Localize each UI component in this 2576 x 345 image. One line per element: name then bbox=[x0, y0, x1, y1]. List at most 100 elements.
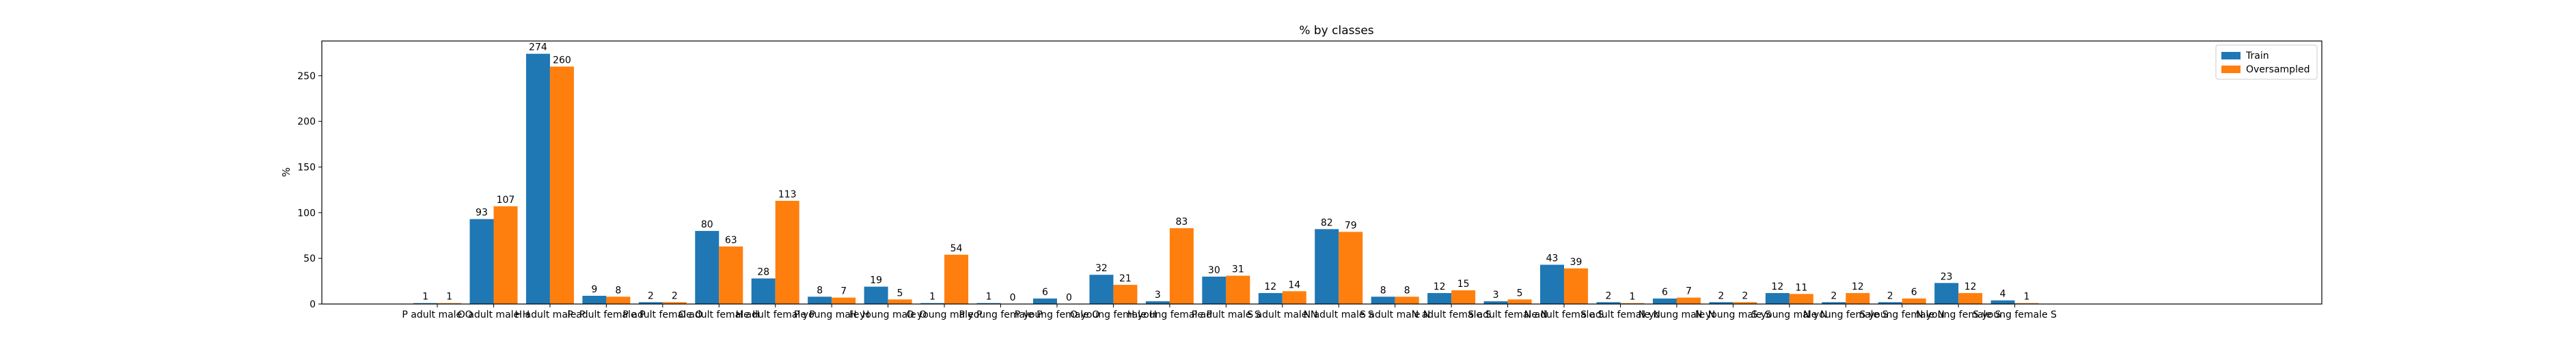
data-label-train-10: 1 bbox=[986, 292, 992, 303]
data-label-train-16: 82 bbox=[1321, 217, 1333, 228]
data-label-oversampled-28: 1 bbox=[2024, 292, 2030, 303]
data-label-oversampled-14: 31 bbox=[1232, 264, 1244, 275]
data-label-oversampled-24: 11 bbox=[1795, 282, 1807, 293]
bar-train-8 bbox=[864, 286, 888, 304]
data-label-train-8: 19 bbox=[870, 275, 882, 286]
data-label-train-4: 2 bbox=[648, 290, 654, 301]
x-tick-label-20: N adult female S bbox=[1524, 309, 1604, 320]
data-label-oversampled-17: 8 bbox=[1404, 285, 1410, 296]
x-tick-label-23: N young male S bbox=[1695, 309, 1771, 320]
data-label-oversampled-2: 260 bbox=[553, 55, 571, 66]
bar-train-4 bbox=[638, 302, 663, 304]
bar-train-23 bbox=[1709, 302, 1734, 304]
x-tick-label-2: H adult male P bbox=[515, 309, 586, 320]
data-label-oversampled-4: 2 bbox=[672, 290, 678, 301]
legend-box bbox=[2215, 44, 2318, 80]
axes-layer: P adult male OO adult male HH adult male… bbox=[297, 40, 2322, 320]
bar-oversampled-2 bbox=[549, 66, 574, 305]
bar-train-19 bbox=[1483, 301, 1508, 304]
data-label-train-6: 28 bbox=[757, 267, 769, 278]
bar-oversampled-28 bbox=[2014, 303, 2039, 304]
data-label-oversampled-26: 6 bbox=[1911, 287, 1917, 298]
data-label-oversampled-16: 79 bbox=[1345, 220, 1357, 231]
data-label-oversampled-20: 39 bbox=[1570, 257, 1582, 268]
bar-train-0 bbox=[413, 303, 438, 304]
data-label-train-23: 2 bbox=[1718, 290, 1724, 301]
bar-oversampled-27 bbox=[1958, 292, 1983, 304]
bar-train-17 bbox=[1371, 296, 1395, 304]
x-tick-label-12: O young female H bbox=[1070, 309, 1157, 320]
data-label-train-21: 2 bbox=[1606, 290, 1612, 301]
data-label-oversampled-8: 5 bbox=[897, 288, 903, 299]
bar-oversampled-5 bbox=[719, 246, 743, 304]
bar-train-9 bbox=[920, 303, 945, 304]
x-tick-label-3: P adult female P bbox=[567, 309, 645, 320]
data-label-oversampled-23: 2 bbox=[1742, 290, 1748, 301]
bar-train-18 bbox=[1427, 292, 1452, 304]
x-tick-label-10: P young female P bbox=[959, 309, 1043, 320]
x-tick-label-25: N young female S bbox=[1803, 309, 1889, 320]
bar-train-28 bbox=[1990, 300, 2015, 304]
bar-train-27 bbox=[1934, 283, 1959, 304]
data-label-oversampled-6: 113 bbox=[778, 189, 797, 200]
data-label-train-12: 32 bbox=[1095, 263, 1108, 274]
bar-oversampled-23 bbox=[1733, 302, 1757, 304]
data-label-train-7: 8 bbox=[817, 285, 823, 296]
data-label-train-26: 2 bbox=[1887, 290, 1893, 301]
x-tick-label-0: P adult male O bbox=[402, 309, 472, 320]
data-label-train-5: 80 bbox=[701, 219, 713, 230]
y-tick-label-5: 250 bbox=[297, 71, 316, 82]
bar-oversampled-14 bbox=[1226, 275, 1250, 304]
data-label-train-22: 6 bbox=[1662, 287, 1668, 298]
bar-oversampled-9 bbox=[944, 254, 969, 304]
bar-oversampled-4 bbox=[662, 302, 687, 304]
data-label-oversampled-12: 21 bbox=[1119, 273, 1132, 284]
y-axis-label: % bbox=[280, 167, 292, 177]
data-label-train-11: 6 bbox=[1042, 287, 1048, 298]
bar-train-14 bbox=[1202, 276, 1227, 304]
x-tick-label-1: O adult male H bbox=[458, 309, 530, 320]
data-label-oversampled-9: 54 bbox=[950, 243, 963, 254]
bar-train-21 bbox=[1596, 302, 1621, 304]
bar-train-25 bbox=[1822, 302, 1846, 304]
x-tick-label-18: N adult female S bbox=[1412, 309, 1492, 320]
data-label-train-2: 274 bbox=[529, 42, 547, 53]
y-tick-label-3: 150 bbox=[297, 162, 316, 173]
data-label-oversampled-7: 7 bbox=[840, 286, 847, 297]
data-label-oversampled-0: 1 bbox=[446, 292, 452, 303]
bar-train-26 bbox=[1878, 302, 1902, 304]
data-label-train-17: 8 bbox=[1380, 285, 1386, 296]
bar-train-13 bbox=[1145, 301, 1170, 304]
legend-swatch-train bbox=[2221, 52, 2241, 59]
data-label-oversampled-5: 63 bbox=[725, 235, 737, 246]
y-tick-label-1: 50 bbox=[303, 253, 316, 264]
x-tick-label-22: N young male N bbox=[1639, 309, 1716, 320]
y-tick-label-2: 100 bbox=[297, 208, 316, 219]
legend-label-oversampled: Oversampled bbox=[2246, 64, 2310, 75]
x-tick-label-8: H young male O bbox=[849, 309, 927, 320]
bar-train-7 bbox=[808, 296, 832, 304]
data-label-oversampled-25: 12 bbox=[1852, 281, 1864, 292]
bar-train-22 bbox=[1652, 298, 1677, 304]
bar-oversampled-26 bbox=[1902, 298, 1926, 304]
bar-oversampled-19 bbox=[1507, 299, 1532, 304]
bar-oversampled-21 bbox=[1620, 303, 1645, 304]
x-tick-label-13: H young female P bbox=[1127, 309, 1212, 320]
x-tick-label-17: S adult male N bbox=[1360, 309, 1430, 320]
x-tick-label-4: P adult female O bbox=[622, 309, 702, 320]
bar-train-24 bbox=[1765, 292, 1790, 304]
x-tick-label-9: O young male P bbox=[907, 309, 983, 320]
chart-title: % by classes bbox=[1299, 24, 1373, 38]
data-label-train-13: 3 bbox=[1155, 290, 1161, 301]
data-label-train-28: 4 bbox=[2000, 289, 2006, 300]
x-tick-label-27: N young female S bbox=[1916, 309, 2001, 320]
data-label-train-3: 9 bbox=[591, 284, 597, 295]
data-label-train-25: 2 bbox=[1831, 290, 1837, 301]
plot-frame bbox=[321, 40, 2322, 305]
x-tick-label-16: N adult male S bbox=[1304, 309, 1374, 320]
bar-oversampled-1 bbox=[493, 206, 518, 304]
bar-oversampled-20 bbox=[1564, 268, 1589, 304]
x-tick-label-21: S adult female N bbox=[1580, 309, 1660, 320]
